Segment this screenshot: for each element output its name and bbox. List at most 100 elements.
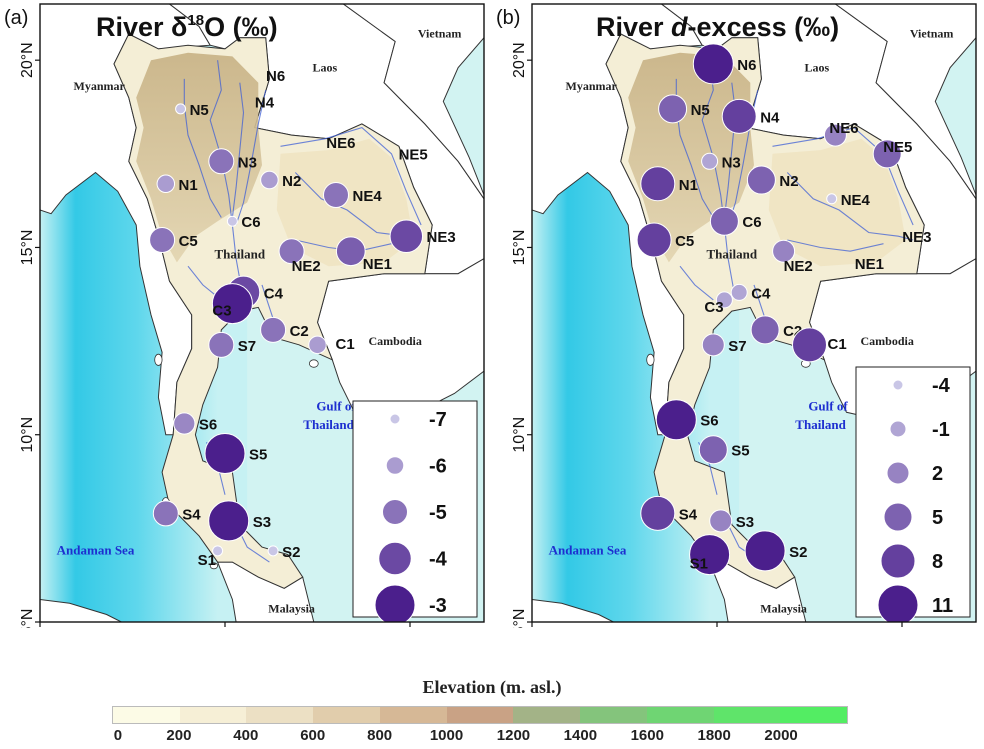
river-line — [280, 126, 422, 226]
station-marker-n3 — [208, 148, 235, 175]
river-line — [183, 78, 222, 218]
station-marker-c5 — [149, 226, 176, 253]
station-marker-ne4 — [826, 193, 838, 205]
station-label: N1 — [679, 177, 698, 194]
panel-label: (b) — [496, 7, 520, 29]
station-marker-n5 — [658, 94, 688, 124]
gulf-label: Gulf of — [316, 398, 356, 413]
colorbar-segment — [713, 707, 781, 723]
legend-label: 11 — [932, 595, 953, 617]
legend-label: -3 — [429, 595, 447, 617]
station-marker-s2 — [744, 530, 786, 572]
station-label: S6 — [700, 413, 718, 430]
station-label: S5 — [249, 446, 267, 463]
colorbar-tick-label: 0 — [113, 727, 123, 744]
gulf-label: Gulf of — [808, 398, 848, 413]
station-label: N6 — [266, 68, 285, 85]
station-label: S4 — [679, 506, 698, 523]
station-label: N2 — [779, 173, 798, 190]
station-marker-ne2 — [772, 239, 796, 263]
colorbar-tick-label: 400 — [233, 727, 259, 744]
colorbar-segment — [113, 707, 180, 723]
station-label: S1 — [690, 556, 708, 573]
legend-symbol — [883, 502, 913, 532]
station-marker-s6 — [655, 399, 697, 441]
map-panel-dexcess: Vietnam Laos Myanmar Thailand Cambodia Gulf o… — [492, 0, 984, 649]
river-line — [772, 126, 914, 226]
island — [308, 359, 319, 368]
y-tick-label: 5°N — [19, 609, 36, 628]
station-label: S2 — [282, 544, 300, 561]
station-label: S1 — [198, 552, 216, 569]
legend-symbol — [374, 584, 416, 622]
y-tick-label: 10°N — [19, 417, 36, 453]
station-label: S7 — [728, 338, 746, 355]
station-marker-ne1 — [335, 236, 366, 267]
station-label: N2 — [282, 173, 301, 190]
river-line — [235, 89, 267, 226]
colorbar-segment — [646, 707, 714, 723]
river-line — [209, 60, 245, 300]
station-marker-s3 — [709, 509, 733, 533]
station-marker-c2 — [260, 316, 287, 343]
andaman-sea-label: Andaman Sea — [549, 543, 627, 558]
y-tick-label: 15°N — [19, 230, 36, 266]
station-label: NE3 — [902, 229, 931, 246]
station-marker-c2 — [750, 315, 780, 345]
elevation-colorbar-labels: 0 200 400 600 800 1000 1200 1400 1600 1800 2000 — [112, 727, 848, 747]
colorbar-segment — [580, 707, 647, 723]
station-label: C6 — [742, 214, 761, 231]
station-marker-s7 — [208, 331, 235, 358]
station-marker-s4 — [640, 495, 676, 531]
map-frame — [531, 3, 977, 623]
station-label: C4 — [264, 285, 284, 302]
station-label: C2 — [290, 323, 309, 340]
place-name: Thailand — [215, 247, 266, 262]
place-name: Vietnam — [418, 27, 462, 41]
station-marker-c5 — [636, 222, 672, 258]
y-tick-label: 20°N — [19, 42, 36, 78]
station-marker-n5 — [175, 103, 187, 115]
river-line — [679, 265, 714, 301]
station-label: S4 — [182, 506, 201, 523]
station-marker-c6 — [226, 215, 238, 227]
legend-label: -6 — [429, 456, 447, 478]
y-tick-label: 15°N — [511, 230, 528, 266]
station-marker-n1 — [640, 166, 676, 202]
station-marker-c3 — [211, 283, 253, 325]
station-label: C1 — [828, 336, 847, 353]
river-line — [231, 82, 245, 218]
colorbar-tick-label: 1200 — [496, 727, 531, 744]
station-label: NE5 — [399, 146, 428, 163]
colorbar-segment — [513, 707, 581, 723]
legend-label: -1 — [932, 419, 950, 441]
legend-symbol — [877, 584, 919, 622]
station-label: N3 — [722, 154, 741, 171]
vietnam-land — [342, 4, 484, 200]
dexcess-map: Vietnam Laos Myanmar Thailand Cambodia Gulf o… — [496, 3, 977, 649]
korat-plateau — [768, 138, 906, 267]
station-marker-c4 — [730, 283, 748, 301]
station-label: S7 — [238, 338, 256, 355]
colorbar-tick-label: 600 — [300, 727, 326, 744]
place-name: Thailand — [707, 247, 758, 262]
station-marker-s3 — [208, 500, 250, 542]
elevation-colorbar-title: Elevation (m. asl.) — [422, 677, 562, 697]
malaysia-label: Malaysia — [268, 602, 315, 616]
station-marker-s4 — [152, 500, 179, 527]
size-legend: -7 -6 -5 -4 -3 — [352, 400, 478, 622]
station-label: S3 — [736, 514, 754, 531]
map-panel-d18o: Vietnam Laos Myanmar Thailand Cambodia Gulf o… — [0, 0, 492, 649]
legend-label: 2 — [932, 463, 943, 485]
station-marker-n3 — [701, 152, 719, 170]
station-marker-c1 — [308, 335, 327, 355]
station-label: NE1 — [855, 256, 884, 273]
malaysia-label: Malaysia — [760, 602, 807, 616]
station-marker-ne2 — [278, 238, 305, 265]
river-line — [701, 60, 737, 300]
legend-symbol — [378, 541, 412, 576]
legend-label: -4 — [429, 549, 448, 571]
colorbar-segment — [446, 707, 514, 723]
station-label: NE6 — [829, 120, 858, 137]
station-marker-c1 — [792, 327, 827, 363]
